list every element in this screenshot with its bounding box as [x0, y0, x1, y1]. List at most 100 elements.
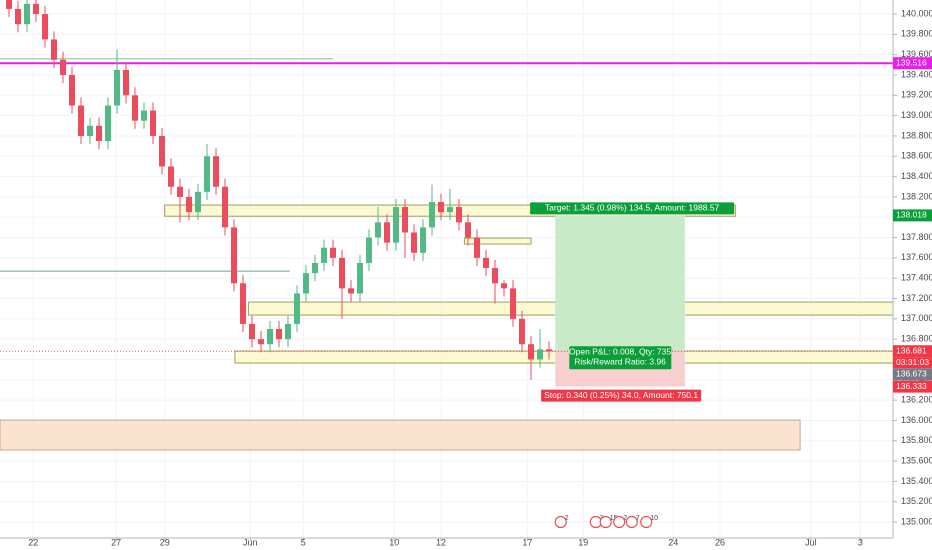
candle-body: [438, 201, 445, 213]
y-tick-label: 138.600: [901, 151, 932, 161]
y-tick-label: 135.600: [901, 455, 932, 465]
target-area: [555, 215, 685, 352]
candle-body: [537, 349, 544, 360]
candle-body: [447, 207, 454, 213]
candle-body: [231, 227, 238, 284]
candle-body: [51, 39, 58, 60]
x-tick-label: Jul: [805, 537, 817, 547]
candle-body: [195, 191, 202, 213]
event-icon[interactable]: [554, 515, 567, 529]
candle-body: [330, 247, 337, 258]
candle-body: [294, 293, 301, 324]
candle-body: [141, 110, 148, 121]
candle-body: [384, 222, 391, 243]
candle-body: [132, 95, 139, 121]
candle-body: [519, 318, 526, 345]
event-icon[interactable]: [613, 515, 626, 529]
y-tick-label: 137.800: [901, 232, 932, 242]
candle-body: [303, 273, 310, 294]
candle-body: [366, 237, 373, 263]
candle-body: [168, 166, 175, 187]
stop-label: Stop: 0.340 (0.25%) 34.0, Amount: 750.1: [544, 390, 698, 400]
y-tick-label: 137.000: [901, 313, 932, 323]
candle-body: [240, 283, 247, 324]
candle-body: [546, 349, 553, 352]
candle-body: [276, 328, 283, 340]
candle-body: [510, 288, 517, 319]
candle-body: [42, 14, 49, 40]
candle-body: [528, 344, 535, 360]
price-label: 139.516: [896, 57, 927, 67]
candle-body: [78, 105, 85, 136]
y-tick-label: 135.400: [901, 476, 932, 486]
candle-body: [6, 0, 13, 9]
candle-body: [186, 196, 193, 213]
candle-body: [483, 257, 490, 269]
event-count: 15: [610, 515, 618, 522]
candle-body: [456, 207, 463, 223]
candle-body: [501, 283, 508, 289]
candle-body: [96, 125, 103, 142]
x-tick-label: Jun: [243, 537, 258, 547]
price-label: 136.681: [896, 345, 927, 355]
event-count: 2: [623, 515, 627, 522]
candle-body: [159, 135, 166, 167]
candle-body: [60, 59, 67, 75]
y-tick-label: 139.800: [901, 29, 932, 39]
x-tick-label: 22: [28, 537, 38, 547]
candle-body: [213, 156, 220, 187]
countdown-box: [893, 357, 932, 369]
event-icon[interactable]: [625, 515, 638, 529]
x-tick-label: 24: [668, 537, 678, 547]
candle-body: [492, 268, 499, 284]
price-label-box: [893, 57, 932, 70]
candle-body: [150, 110, 157, 136]
candle-body: [24, 3, 31, 25]
candle-body: [474, 237, 481, 258]
x-tick-label: 26: [715, 537, 725, 547]
price-label-box: [893, 380, 932, 393]
pnl-box: [569, 346, 672, 370]
price-label: 138.018: [896, 210, 927, 220]
candle-body: [375, 222, 382, 238]
candle-body: [105, 105, 112, 142]
y-tick-label: 138.800: [901, 130, 932, 140]
event-icon[interactable]: [640, 515, 653, 529]
x-tick-label: 12: [436, 537, 446, 547]
y-tick-label: 137.600: [901, 252, 932, 262]
x-tick-label: 5: [301, 537, 306, 547]
event-icon[interactable]: [599, 515, 612, 529]
y-tick-label: 139.200: [901, 90, 932, 100]
candle-body: [15, 8, 22, 25]
candle-body: [204, 156, 211, 192]
candle-body: [465, 222, 472, 238]
zone: [463, 237, 532, 245]
candle-body: [33, 3, 40, 15]
candle-body: [267, 328, 274, 345]
candle-body: [123, 69, 130, 96]
y-tick-label: 136.800: [901, 334, 932, 344]
y-tick-label: 139.000: [901, 110, 932, 120]
stop-label-box: [541, 389, 702, 402]
x-tick-label: 19: [578, 537, 588, 547]
event-count: 2: [565, 515, 569, 522]
y-tick-label: 136.200: [901, 394, 932, 404]
candle-body: [114, 69, 121, 106]
y-tick-label: 137.400: [901, 273, 932, 283]
event-count: 10: [650, 515, 658, 522]
pnl-label: Open P&L: 0.008, Qty: 735: [569, 346, 671, 356]
x-tick-label: 27: [111, 537, 121, 547]
candle-body: [357, 262, 364, 294]
countdown: 03:31:03: [896, 357, 929, 367]
y-tick-label: 140.000: [901, 8, 932, 18]
candle-body: [393, 207, 400, 243]
y-tick-label: 139.600: [901, 49, 932, 59]
candle-body: [69, 74, 76, 106]
last-price-box: [893, 368, 932, 381]
y-tick-label: 139.400: [901, 69, 932, 79]
x-tick-label: 3: [858, 537, 863, 547]
candle-body: [402, 207, 409, 233]
x-tick-label: 17: [522, 537, 532, 547]
candle-body: [249, 323, 256, 340]
